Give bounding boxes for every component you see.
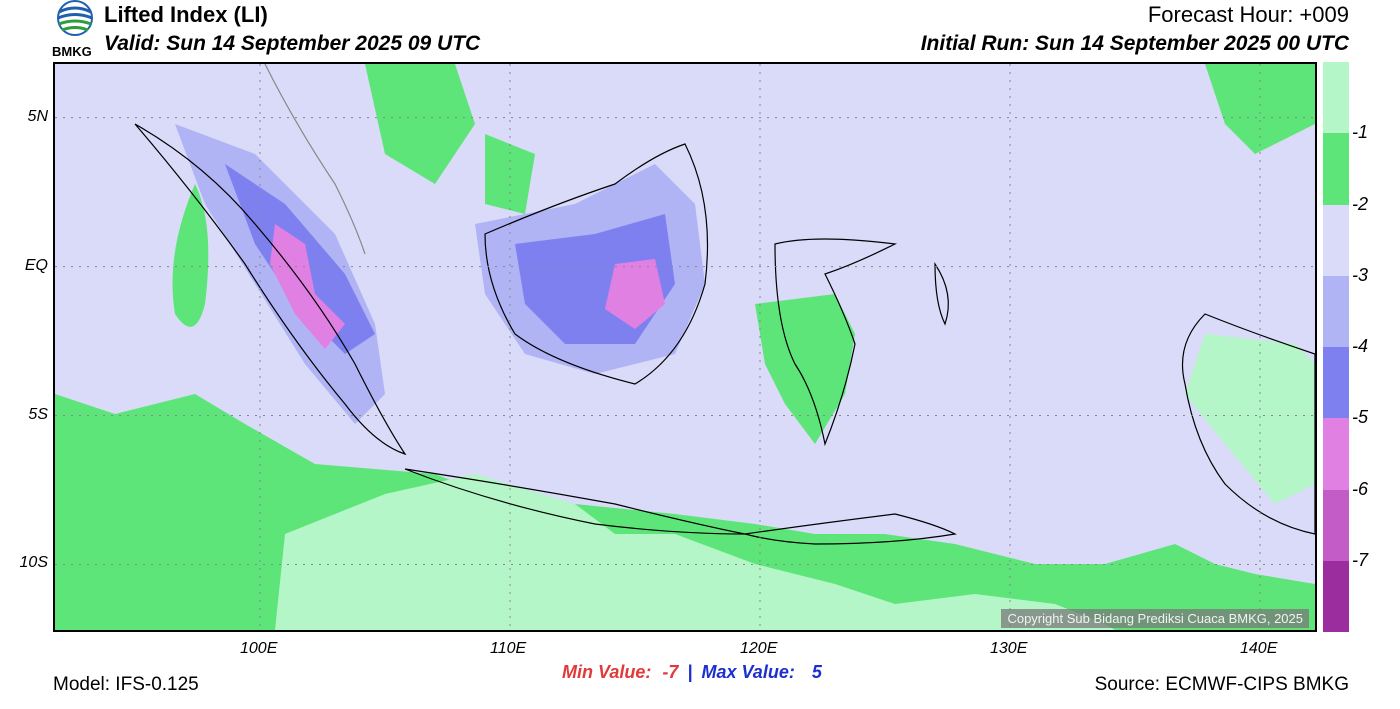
green-zone-west (172, 184, 209, 327)
green-zone-sulawesi (755, 294, 855, 444)
map-area: Copyright Sub Bidang Prediksi Cuaca BMKG… (53, 62, 1317, 632)
pink-zone-borneo (605, 259, 665, 329)
colorbar-tick-label: -4 (1352, 336, 1369, 356)
lon-label: 110E (490, 640, 527, 657)
green-zone-north-2 (485, 134, 535, 214)
forecast-hour: Forecast Hour: +009 (1147, 2, 1349, 27)
lon-label: 140E (1240, 640, 1278, 657)
colorbar-tick-label: -1 (1352, 122, 1369, 143)
stats-separator: | (687, 662, 693, 682)
coast-sulawesi (774, 238, 898, 447)
model-info: Model: IFS-0.125 (53, 674, 199, 695)
green-zone-north-1 (365, 64, 475, 184)
max-value: 5 (811, 662, 822, 682)
min-label: Min Value: (562, 662, 652, 682)
coast-papua (1181, 313, 1315, 535)
colorbar (1323, 62, 1349, 632)
green-zone-pacific (1205, 64, 1315, 154)
map-title: Lifted Index (LI) (104, 2, 268, 27)
lon-label: 120E (740, 640, 778, 657)
copyright-note: Copyright Sub Bidang Prediksi Cuaca BMKG… (1001, 609, 1309, 628)
light-green-zone-south (275, 474, 1115, 630)
lon-label: 100E (240, 640, 278, 657)
colorbar-segment (1323, 62, 1349, 134)
valid-time: Valid: Sun 14 September 2025 09 UTC (104, 32, 481, 55)
source-info: Source: ECMWF-CIPS BMKG (1094, 674, 1349, 695)
bmkg-logo: BMKG (50, 0, 100, 60)
min-value: -7 (662, 662, 679, 682)
colorbar-segment (1323, 560, 1349, 632)
colorbar-tick-label: -7 (1352, 549, 1369, 570)
colorbar-segment (1323, 275, 1349, 347)
colorbar-tick-label: -6 (1352, 478, 1369, 499)
max-label: Max Value: (701, 662, 795, 682)
min-max-summary: Min Value: -7 | Max Value: 5 (562, 662, 822, 683)
lat-label: 5N (27, 107, 48, 125)
logo-text: BMKG (52, 44, 92, 59)
lat-label: 10S (19, 554, 48, 572)
colorbar-segment (1323, 204, 1349, 276)
coast-peninsula (264, 64, 366, 255)
colorbar-tick-label: -5 (1352, 407, 1369, 428)
coast-halmahera (934, 262, 949, 326)
initial-run: Initial Run: Sun 14 September 2025 00 UT… (920, 32, 1349, 55)
lifted-index-map (55, 64, 1315, 630)
coast-borneo (484, 143, 709, 385)
colorbar-segment (1323, 489, 1349, 561)
lat-label: EQ (24, 256, 48, 274)
colorbar-segment (1323, 133, 1349, 205)
colorbar-segment (1323, 347, 1349, 419)
bmkg-logo-icon (57, 0, 93, 36)
grid-lines (55, 64, 1315, 630)
green-zone-papua (1185, 334, 1315, 504)
coast-sumatra (134, 123, 407, 456)
colorbar-segment (1323, 418, 1349, 490)
colorbar-tick-label: -3 (1352, 264, 1369, 285)
colorbar-tick-label: -2 (1352, 193, 1369, 214)
lat-label: 5S (28, 405, 48, 423)
lon-label: 130E (990, 640, 1028, 657)
coast-nusa-tenggara (744, 513, 957, 545)
